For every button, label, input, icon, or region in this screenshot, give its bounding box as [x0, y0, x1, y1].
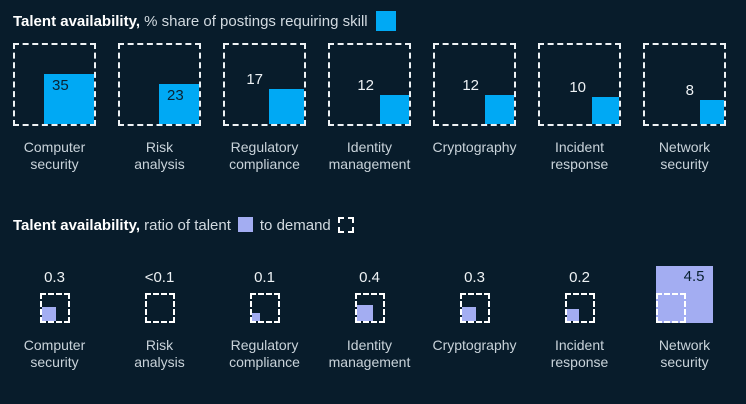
category-label: Network security: [658, 139, 711, 172]
section1-title: Talent availability, % share of postings…: [13, 11, 396, 31]
share-value: 12: [462, 77, 479, 94]
demand-outline-box: [564, 293, 595, 323]
ratio-value: <0.1: [144, 269, 175, 286]
demand-outline-box: 12: [433, 43, 516, 126]
ratio-column: <0.1: [107, 261, 212, 323]
demand-outline-box: 8: [643, 43, 726, 126]
share-square: [700, 100, 724, 124]
category-label: Identity management: [328, 139, 411, 172]
share-square: 23: [159, 84, 199, 124]
talent-square: [566, 309, 579, 321]
demand-outline-box: 23: [118, 43, 201, 126]
ratio-value: 4.5: [683, 268, 705, 285]
category-label: Identity management: [328, 337, 411, 370]
demand-outline-box: [655, 293, 686, 323]
share-square: [592, 97, 619, 124]
category-label: Regulatory compliance: [229, 139, 300, 172]
demand-outline-box: [354, 293, 385, 323]
demand-outline-box: 12: [328, 43, 411, 126]
ratio-value: 0.3: [464, 269, 485, 286]
ratio-value: 0.1: [254, 269, 275, 286]
talent-square: [41, 307, 56, 321]
share-square: 35: [44, 74, 94, 124]
ratio-column: 0.2: [527, 261, 632, 323]
share-value: 35: [52, 77, 69, 94]
ratio-squares-row: 0.3 <0.1 0.1 0.4 0.3 0.2 4.5: [2, 261, 746, 323]
section2-title: Talent availability, ratio of talent to d…: [13, 217, 354, 234]
share-category-labels: Computer security Risk analysis Regulatory…: [2, 139, 746, 183]
section2-title-part1: ratio of talent: [140, 217, 231, 234]
share-value: 12: [357, 77, 374, 94]
category-label: Incident response: [550, 139, 609, 172]
ratio-value: 0.2: [569, 269, 590, 286]
share-legend-swatch-icon: [375, 11, 396, 31]
share-square: [269, 89, 304, 124]
share-value: 23: [167, 87, 184, 104]
category-label: Cryptography: [432, 139, 517, 155]
category-label: Risk analysis: [134, 139, 185, 172]
talent-square: [356, 305, 373, 321]
demand-outline-box: 10: [538, 43, 621, 126]
demand-outline-box: [249, 293, 280, 323]
share-value: 10: [569, 79, 586, 96]
demand-legend-swatch-icon: [337, 217, 354, 233]
talent-legend-swatch-icon: [237, 217, 253, 232]
ratio-category-labels: Computer security Risk analysis Regulatory…: [2, 337, 746, 381]
ratio-column: 4.5: [632, 261, 737, 323]
share-value: 8: [685, 82, 694, 99]
category-label: Risk analysis: [134, 337, 185, 370]
demand-outline-box: [459, 293, 490, 323]
ratio-column: 0.3: [2, 261, 107, 323]
section1-title-rest: % share of postings requiring skill: [140, 13, 368, 30]
ratio-value: 0.4: [359, 269, 380, 286]
section2-title-part2: to demand: [259, 217, 331, 234]
share-square: [485, 95, 514, 124]
section1-title-bold: Talent availability,: [13, 13, 140, 30]
demand-outline-box: 35: [13, 43, 96, 126]
category-label: Incident response: [550, 337, 609, 370]
section2-title-bold: Talent availability,: [13, 217, 140, 234]
talent-square: [251, 313, 260, 321]
demand-outline-box: [39, 293, 70, 323]
category-label: Network security: [658, 337, 711, 370]
ratio-value: 0.3: [44, 269, 65, 286]
category-label: Cryptography: [432, 337, 517, 353]
category-label: Computer security: [23, 337, 86, 370]
demand-outline-box: [144, 293, 175, 323]
ratio-column: 0.1: [212, 261, 317, 323]
share-squares-row: 35 23 17 12 12 10 8: [13, 43, 746, 126]
talent-square: [461, 307, 476, 321]
ratio-column: 0.4: [317, 261, 422, 323]
category-label: Regulatory compliance: [229, 337, 300, 370]
share-value: 17: [246, 71, 263, 88]
category-label: Computer security: [23, 139, 86, 172]
demand-outline-box: 17: [223, 43, 306, 126]
ratio-column: 0.3: [422, 261, 527, 323]
share-square: [380, 95, 409, 124]
